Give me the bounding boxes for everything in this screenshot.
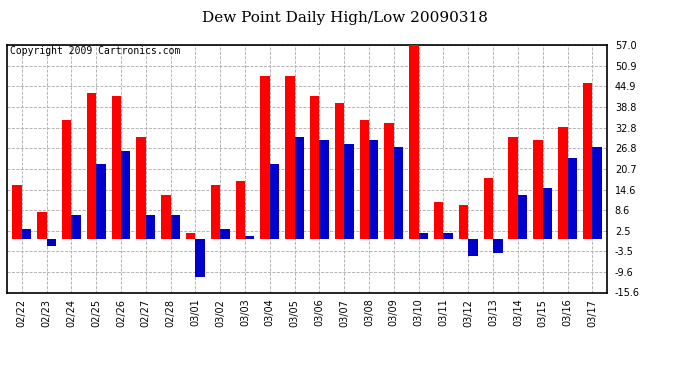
Bar <box>295 137 304 239</box>
Bar <box>567 158 577 239</box>
Bar <box>96 164 106 239</box>
Text: Dew Point Daily High/Low 20090318: Dew Point Daily High/Low 20090318 <box>202 11 488 25</box>
Bar <box>47 239 56 246</box>
Bar <box>310 96 319 239</box>
Bar <box>484 178 493 239</box>
Bar <box>161 195 170 239</box>
Bar <box>22 229 31 239</box>
Bar <box>543 188 552 239</box>
Bar <box>359 120 369 239</box>
Bar <box>434 202 444 239</box>
Bar <box>220 229 230 239</box>
Bar <box>137 137 146 239</box>
Bar <box>121 151 130 239</box>
Bar <box>335 103 344 239</box>
Bar <box>245 236 255 239</box>
Bar <box>419 232 428 239</box>
Bar <box>344 144 354 239</box>
Bar <box>146 216 155 239</box>
Bar <box>186 232 195 239</box>
Bar <box>592 147 602 239</box>
Bar <box>319 141 329 239</box>
Bar <box>112 96 121 239</box>
Bar <box>493 239 502 253</box>
Bar <box>409 45 419 239</box>
Bar <box>260 76 270 239</box>
Bar <box>285 76 295 239</box>
Bar <box>459 205 469 239</box>
Bar <box>170 216 180 239</box>
Bar <box>469 239 477 256</box>
Bar <box>270 164 279 239</box>
Bar <box>211 185 220 239</box>
Bar <box>384 123 394 239</box>
Bar <box>509 137 518 239</box>
Bar <box>235 182 245 239</box>
Bar <box>444 232 453 239</box>
Bar <box>71 216 81 239</box>
Bar <box>518 195 527 239</box>
Bar <box>558 127 567 239</box>
Text: Copyright 2009 Cartronics.com: Copyright 2009 Cartronics.com <box>10 46 180 56</box>
Bar <box>533 141 543 239</box>
Bar <box>583 82 592 239</box>
Bar <box>87 93 96 239</box>
Bar <box>369 141 379 239</box>
Bar <box>195 239 205 277</box>
Bar <box>62 120 71 239</box>
Bar <box>12 185 22 239</box>
Bar <box>37 212 47 239</box>
Bar <box>394 147 403 239</box>
